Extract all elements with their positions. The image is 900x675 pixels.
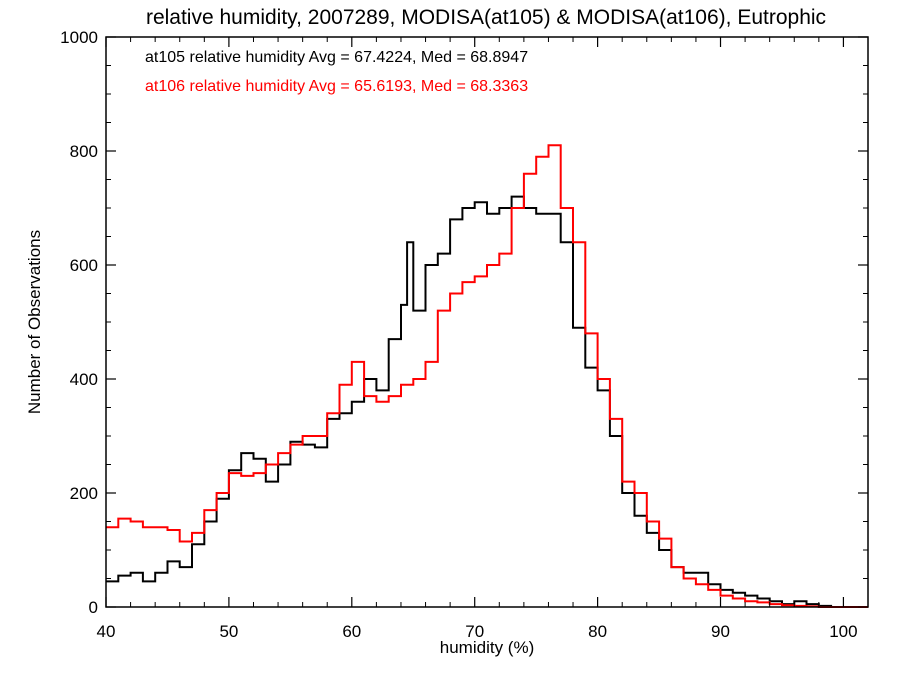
y-tick-label: 0 <box>89 598 98 617</box>
y-tick-label: 600 <box>70 256 98 275</box>
x-tick-label: 50 <box>219 622 238 641</box>
x-tick-label: 70 <box>465 622 484 641</box>
series-0-line <box>106 195 868 608</box>
annotation-at105: at105 relative humidity Avg = 67.4224, M… <box>145 49 528 66</box>
x-tick-label: 100 <box>829 622 857 641</box>
x-tick-label: 60 <box>342 622 361 641</box>
plot-frame <box>105 36 869 608</box>
x-tick-label: 80 <box>588 622 607 641</box>
x-axis-label: humidity (%) <box>440 638 534 657</box>
series-1-line <box>106 144 868 608</box>
x-tick-label: 90 <box>711 622 730 641</box>
y-tick-label: 400 <box>70 370 98 389</box>
y-tick-label: 1000 <box>60 28 98 47</box>
x-tick-label: 40 <box>97 622 116 641</box>
series-layer <box>106 144 868 608</box>
x-axis-ticks: 40 50 60 70 80 90 100 <box>97 37 858 641</box>
annotation-at106: at106 relative humidity Avg = 65.6193, M… <box>145 78 528 95</box>
y-tick-label: 200 <box>70 484 98 503</box>
y-axis-label: Number of Observations <box>25 230 44 414</box>
y-axis-ticks: 0 200 400 600 800 1000 <box>60 28 868 617</box>
y-tick-label: 800 <box>70 142 98 161</box>
chart-title: relative humidity, 2007289, MODISA(at105… <box>146 6 826 29</box>
